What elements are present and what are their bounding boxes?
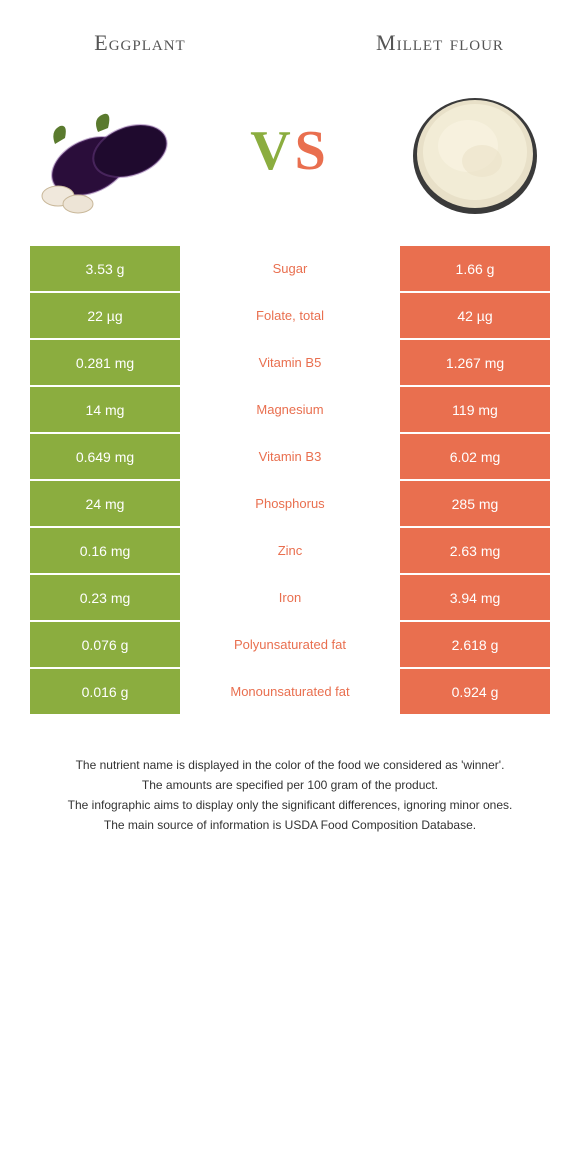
nutrient-row: 14 mgMagnesium119 mg — [30, 387, 550, 432]
value-right: 42 µg — [400, 293, 550, 338]
value-right: 119 mg — [400, 387, 550, 432]
footer-line-4: The main source of information is USDA F… — [40, 816, 540, 834]
value-left: 0.23 mg — [30, 575, 180, 620]
value-left: 0.281 mg — [30, 340, 180, 385]
value-right: 1.66 g — [400, 246, 550, 291]
nutrient-label: Monounsaturated fat — [182, 669, 398, 714]
value-right: 3.94 mg — [400, 575, 550, 620]
value-right: 0.924 g — [400, 669, 550, 714]
value-right: 2.63 mg — [400, 528, 550, 573]
value-left: 24 mg — [30, 481, 180, 526]
food-title-right: Millet flour — [330, 30, 550, 56]
infographic-container: Eggplant Millet flour VS — [0, 0, 580, 876]
vs-label: VS — [250, 119, 330, 183]
value-left: 0.16 mg — [30, 528, 180, 573]
nutrient-label: Magnesium — [182, 387, 398, 432]
footer-line-1: The nutrient name is displayed in the co… — [40, 756, 540, 774]
footer-notes: The nutrient name is displayed in the co… — [30, 716, 550, 856]
eggplant-image — [30, 76, 180, 226]
vs-row: VS — [30, 76, 550, 246]
value-left: 0.649 mg — [30, 434, 180, 479]
value-left: 0.076 g — [30, 622, 180, 667]
value-right: 285 mg — [400, 481, 550, 526]
value-left: 3.53 g — [30, 246, 180, 291]
nutrient-row: 22 µgFolate, total42 µg — [30, 293, 550, 338]
value-right: 2.618 g — [400, 622, 550, 667]
footer-line-3: The infographic aims to display only the… — [40, 796, 540, 814]
value-right: 6.02 mg — [400, 434, 550, 479]
footer-line-2: The amounts are specified per 100 gram o… — [40, 776, 540, 794]
nutrient-label: Polyunsaturated fat — [182, 622, 398, 667]
nutrient-row: 3.53 gSugar1.66 g — [30, 246, 550, 291]
nutrient-label: Folate, total — [182, 293, 398, 338]
value-left: 0.016 g — [30, 669, 180, 714]
nutrient-row: 0.076 gPolyunsaturated fat2.618 g — [30, 622, 550, 667]
nutrient-label: Zinc — [182, 528, 398, 573]
nutrient-label: Vitamin B3 — [182, 434, 398, 479]
nutrient-label: Iron — [182, 575, 398, 620]
vs-v: V — [250, 120, 294, 182]
nutrient-table: 3.53 gSugar1.66 g22 µgFolate, total42 µg… — [30, 246, 550, 714]
nutrient-row: 0.016 gMonounsaturated fat0.924 g — [30, 669, 550, 714]
nutrient-row: 0.23 mgIron3.94 mg — [30, 575, 550, 620]
value-right: 1.267 mg — [400, 340, 550, 385]
value-left: 14 mg — [30, 387, 180, 432]
vs-s: S — [295, 120, 330, 182]
nutrient-label: Phosphorus — [182, 481, 398, 526]
nutrient-row: 24 mgPhosphorus285 mg — [30, 481, 550, 526]
nutrient-row: 0.281 mgVitamin B51.267 mg — [30, 340, 550, 385]
nutrient-label: Vitamin B5 — [182, 340, 398, 385]
flour-image — [400, 76, 550, 226]
nutrient-row: 0.649 mgVitamin B36.02 mg — [30, 434, 550, 479]
food-title-left: Eggplant — [30, 30, 250, 56]
nutrient-row: 0.16 mgZinc2.63 mg — [30, 528, 550, 573]
nutrient-label: Sugar — [182, 246, 398, 291]
header-row: Eggplant Millet flour — [30, 20, 550, 76]
value-left: 22 µg — [30, 293, 180, 338]
